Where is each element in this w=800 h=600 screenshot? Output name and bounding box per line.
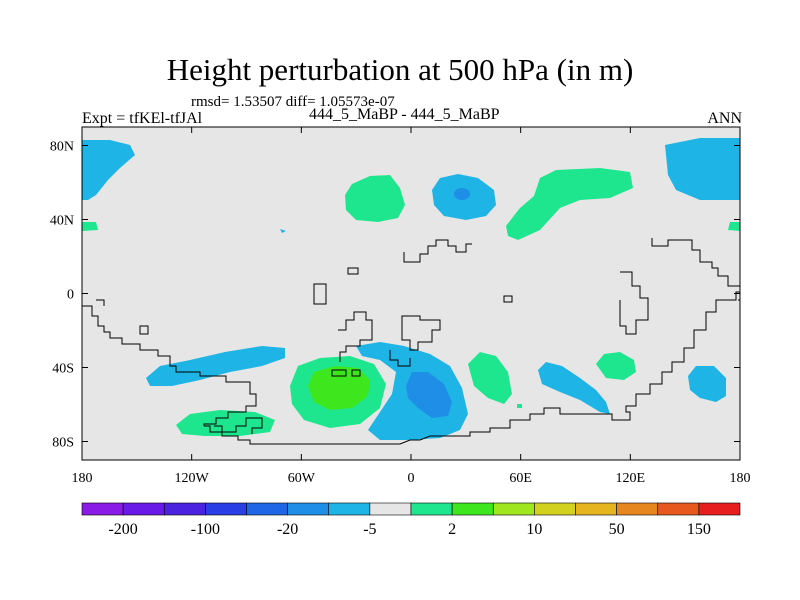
positive-anomaly-australia-west [596, 352, 636, 380]
x-tick-label: 120W [175, 471, 210, 486]
positive-anomaly-asia [506, 168, 633, 240]
coastline-africa-south [389, 350, 411, 367]
coastline-island-3 [503, 295, 513, 303]
positive-anomaly-west-edge [82, 222, 98, 231]
stats-label: rmsd= 1.53507 diff= 1.05573e-07 [191, 94, 395, 110]
coastline-small-1 [139, 325, 149, 335]
colorbar-swatch [410, 502, 453, 516]
experiment-label: Expt = tfKEl-tfJAl [82, 110, 203, 127]
colorbar-swatch [328, 502, 371, 516]
y-axis: 80N 40N 0 40S 80S [50, 140, 740, 451]
case-label: 444_5_MaBP - 444_5_MaBP [309, 106, 500, 123]
coastline-africa-north [401, 315, 441, 351]
positive-anomaly-dot [517, 404, 522, 408]
positive-anomaly-south-atlantic-core [308, 366, 370, 410]
x-tick-label: 0 [408, 471, 415, 486]
positive-anomaly-east-edge [728, 222, 740, 231]
x-tick-label: 120E [616, 471, 646, 486]
negative-anomaly-south-pacific [146, 346, 285, 386]
contour-fills [82, 138, 740, 440]
colorbar-swatch [616, 502, 659, 516]
colorbar-label: 2 [448, 521, 456, 538]
positive-anomaly-south-indian [468, 352, 512, 404]
negative-anomaly-south-africa-core [406, 372, 452, 418]
colorbar-swatch [246, 502, 288, 516]
colorbar-swatch [657, 502, 700, 516]
chart-title: Height perturbation at 500 hPa (in m) [166, 52, 634, 87]
colorbar-swatch [492, 502, 535, 516]
season-label: ANN [707, 110, 742, 127]
colorbar-label: 50 [609, 521, 625, 538]
coastline-eurasia [403, 239, 472, 263]
colorbar-label: -200 [108, 521, 137, 538]
negative-anomaly-indian [538, 362, 610, 414]
colorbar-label: -5 [363, 521, 376, 538]
negative-anomaly-ne [665, 138, 740, 200]
x-tick-label: 60E [509, 471, 532, 486]
colorbar-swatch [163, 502, 206, 516]
coastline-antarctic-west [214, 417, 263, 434]
coastline-central [338, 311, 373, 362]
colorbar-swatch [81, 502, 124, 516]
coastline-asia-south [619, 271, 649, 335]
positive-anomaly-south-pacific [176, 410, 275, 436]
negative-anomaly-nw [82, 140, 135, 200]
x-tick-label: 180 [72, 471, 93, 486]
negative-anomaly-small-atlantic [280, 229, 286, 233]
x-tick-label: 60W [288, 471, 316, 486]
y-tick-label: 0 [67, 288, 74, 303]
coastline-small-2 [96, 299, 105, 306]
colorbar-swatch [534, 502, 576, 516]
y-tick-label: 40N [50, 214, 74, 229]
negative-anomaly-pacific-east [688, 366, 726, 402]
colorbar-swatch [205, 502, 247, 516]
y-tick-label: 80S [52, 436, 74, 451]
coastline-south-america [82, 305, 257, 426]
negative-anomaly-europe-core [454, 188, 470, 200]
colorbar-swatch [575, 502, 617, 516]
coastline-island-2 [347, 267, 359, 275]
coastline-antarctic-edge [204, 291, 740, 445]
colorbar-label: -100 [191, 521, 220, 538]
colorbar-swatch [369, 502, 412, 516]
colorbar-label: 150 [687, 521, 711, 538]
colorbar-swatch [122, 502, 165, 516]
colorbar-swatch [451, 502, 494, 516]
colorbar: -200 -100 -20 -5 2 10 50 150 [81, 502, 741, 538]
coastline-asia-east [651, 238, 740, 287]
positive-anomaly-atlantic [345, 175, 405, 222]
coastline-island-1 [313, 283, 327, 305]
colorbar-swatch [287, 502, 330, 516]
coastlines [82, 238, 740, 445]
colorbar-swatch [698, 502, 741, 516]
colorbar-label: 10 [526, 521, 542, 538]
x-tick-label: 180 [730, 471, 751, 486]
y-tick-label: 40S [52, 362, 74, 377]
colorbar-label: -20 [277, 521, 298, 538]
coastline-south-atlantic-islands [331, 369, 361, 377]
x-axis: 180 120W 60W 0 60E 120E 180 [72, 127, 751, 486]
map-plot-area [81, 126, 741, 461]
y-tick-label: 80N [50, 140, 74, 155]
